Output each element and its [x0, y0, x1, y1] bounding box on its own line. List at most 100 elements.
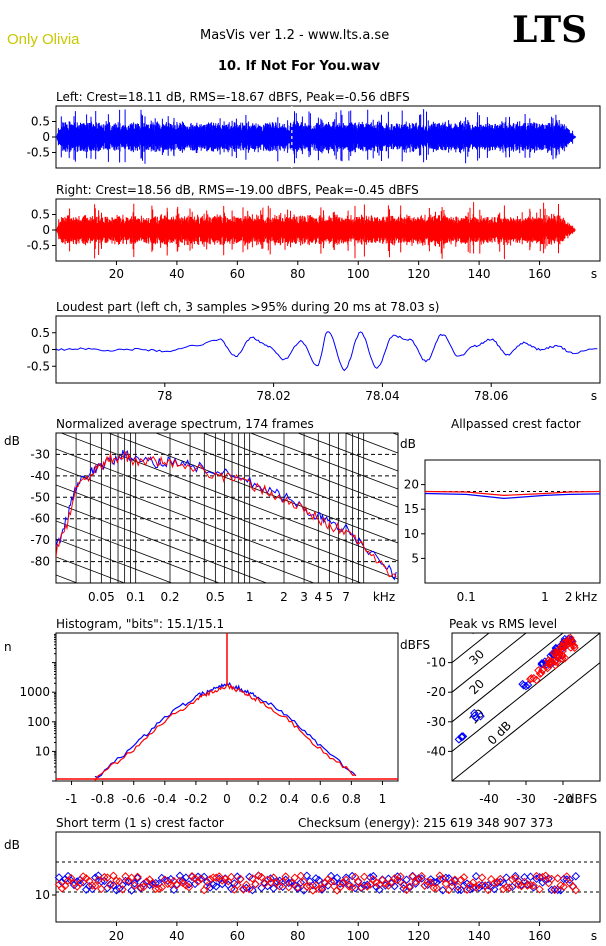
crest-point: [375, 885, 384, 894]
crest-point: [94, 871, 103, 880]
left-title: Left: Crest=18.11 dB, RMS=-18.67 dBFS, P…: [56, 90, 410, 104]
crest-point: [109, 871, 118, 880]
crest-point: [441, 879, 451, 889]
right-xtick-label: 140: [468, 267, 491, 281]
peak-rms-point: [539, 659, 548, 669]
peak-rms-series-right: [526, 633, 579, 685]
crest-point: [520, 873, 529, 882]
right-xtick-label: 20: [109, 267, 124, 281]
peak-rms-diagonal: [452, 633, 564, 723]
crest-point: [254, 871, 263, 881]
crest-point: [63, 876, 73, 885]
spectrum-ytick-label: -50: [30, 490, 50, 504]
crest-point: [417, 871, 426, 881]
loudest-title: Loudest part (left ch, 3 samples >95% du…: [56, 300, 439, 314]
crest-xtick-label: 80: [290, 929, 305, 943]
crest-point: [562, 872, 571, 881]
crest-point: [91, 881, 100, 891]
histogram-xtick-label: 0.4: [280, 792, 299, 806]
left-ytick-label: 0: [42, 130, 50, 144]
crest-point: [72, 877, 82, 886]
crest-point: [175, 871, 185, 881]
spectrum-ytick-label: -40: [30, 469, 50, 483]
spectrum-xtick-label: 0.5: [206, 590, 225, 604]
spectrum-ytick-label: -80: [30, 555, 50, 569]
crest-point: [142, 877, 151, 886]
crest-point: [211, 882, 221, 891]
loudest-xtick-label: 78.06: [474, 389, 508, 403]
crest-point: [248, 874, 257, 883]
spectrum-xtick-label: 2: [280, 590, 288, 604]
crest-point: [402, 875, 411, 884]
crest-point: [372, 878, 381, 887]
crest-point: [514, 880, 523, 889]
crest-point: [341, 875, 351, 885]
spectrum-xtick-label: 0.1: [126, 590, 145, 604]
histogram-title: Histogram, "bits": 15.1/15.1: [56, 617, 224, 631]
crest-point: [103, 873, 112, 882]
loudest-ytick-label: -0.5: [27, 359, 50, 373]
crest-point: [178, 878, 188, 888]
spectrum-series-right: [56, 451, 397, 578]
crest-point: [353, 877, 363, 887]
crest-point: [205, 883, 215, 892]
crest-point: [187, 871, 197, 881]
allpass-xtick-label: 2: [565, 590, 573, 604]
histogram-xtick-label: 0.8: [342, 792, 361, 806]
right-ytick-label: 0: [42, 223, 50, 237]
left-ytick-label: 0.5: [31, 115, 50, 129]
peak-rms-point: [550, 657, 560, 666]
crest-point: [468, 878, 478, 887]
crest-point: [489, 884, 499, 894]
crest-point: [556, 881, 565, 890]
peak-rms-point: [537, 659, 547, 668]
histogram-ytick-label: 100: [27, 715, 50, 729]
crest-point: [190, 879, 200, 889]
peak-rms-diagonal: [452, 633, 600, 753]
right-title: Right: Crest=18.56 dB, RMS=-19.00 dBFS, …: [56, 183, 419, 197]
crest-point: [332, 873, 342, 883]
crest-point: [269, 884, 278, 893]
crest-point: [233, 872, 242, 881]
crest-point: [60, 875, 70, 884]
crest-xtick-label: 60: [230, 929, 245, 943]
crest-xunit: s: [591, 929, 597, 943]
crest-point: [157, 873, 167, 883]
peak-rms-xtick-label: -20: [553, 792, 573, 806]
spectrum-slope-line: [56, 269, 398, 399]
crest-point: [471, 871, 481, 881]
loudest-ytick-label: 0: [42, 343, 50, 357]
crest-point: [190, 874, 200, 883]
crest-xtick-label: 40: [169, 929, 184, 943]
allpass-ytick-label: 20: [404, 478, 419, 492]
crest-point: [387, 879, 396, 888]
crest-point: [453, 882, 463, 891]
spectrum-slope-line: [56, 466, 363, 583]
crest-point: [251, 879, 260, 889]
crest-point: [205, 875, 215, 884]
spectrum-yunit: dB: [4, 434, 20, 448]
crest-point: [221, 874, 230, 884]
crest-point: [535, 885, 544, 894]
spectrum-slope-line: [56, 484, 315, 583]
peak-rms-point: [527, 674, 536, 683]
crest-point: [166, 879, 176, 889]
crest-point: [266, 878, 275, 887]
histogram-series-left: [94, 681, 357, 778]
crest-point: [323, 875, 333, 884]
peak-rms-yunit: dBFS: [400, 638, 430, 652]
right-xtick-label: 120: [407, 267, 430, 281]
crest-point: [396, 872, 405, 881]
peak-rms-diagonal-label: 20: [466, 677, 487, 698]
right-xtick-label: 80: [290, 267, 305, 281]
crest-point: [239, 885, 248, 894]
peak-rms-xunit: dBFS: [567, 792, 597, 806]
spectrum-xunit: kHz: [373, 590, 395, 604]
crest-point: [396, 877, 405, 887]
peak-rms-diagonal: [452, 661, 600, 781]
crest-point: [317, 883, 327, 893]
crest-point: [208, 880, 218, 889]
crest-point: [390, 874, 399, 883]
crest-point: [493, 877, 502, 887]
crest-point: [435, 871, 445, 880]
